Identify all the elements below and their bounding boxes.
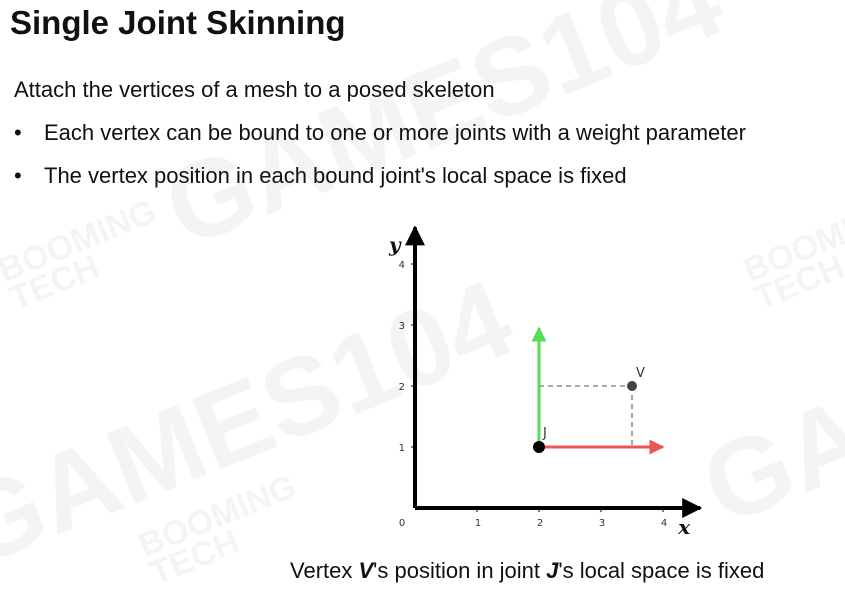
point-J bbox=[533, 441, 545, 453]
bullet-text: The vertex position in each bound joint'… bbox=[44, 163, 627, 188]
point-V bbox=[627, 381, 637, 391]
x-tick-label: 4 bbox=[661, 518, 667, 529]
point-label-V: V bbox=[636, 366, 645, 381]
bullet-item: • The vertex position in each bound joint… bbox=[14, 163, 627, 189]
slide-title: Single Joint Skinning bbox=[10, 4, 346, 41]
y-tick-label: 2 bbox=[399, 382, 405, 393]
points: JV bbox=[533, 366, 645, 453]
y-axis-label: y bbox=[388, 232, 402, 256]
x-tick-label: 0 bbox=[399, 518, 405, 529]
x-tick-label: 1 bbox=[475, 518, 481, 529]
point-label-J: J bbox=[542, 426, 547, 441]
bullet-text: Each vertex can be bound to one or more … bbox=[44, 120, 746, 145]
guide-lines bbox=[539, 385, 633, 447]
axis-ticks: 0 1 2 3 4 1 2 3 4 bbox=[399, 260, 668, 529]
y-tick-label: 4 bbox=[399, 260, 405, 271]
caption-part: 's position in joint bbox=[373, 558, 547, 583]
diagram-caption: Vertex V's position in joint J's local s… bbox=[290, 558, 764, 584]
caption-part: 's local space is fixed bbox=[558, 558, 765, 583]
x-tick-label: 3 bbox=[599, 518, 605, 529]
intro-text: Attach the vertices of a mesh to a posed… bbox=[14, 77, 495, 102]
bullet-marker: • bbox=[14, 163, 22, 188]
caption-part: Vertex bbox=[290, 558, 359, 583]
x-axis-label: x bbox=[677, 515, 691, 539]
y-tick-label: 1 bbox=[399, 443, 405, 454]
caption-joint-name: J bbox=[546, 558, 559, 583]
joint-axes bbox=[531, 326, 665, 455]
bullet-item: • Each vertex can be bound to one or more… bbox=[14, 120, 746, 146]
y-tick-label: 3 bbox=[399, 321, 405, 332]
bullet-marker: • bbox=[14, 120, 22, 145]
caption-vertex-name: V bbox=[358, 558, 374, 583]
x-tick-label: 2 bbox=[537, 518, 543, 529]
